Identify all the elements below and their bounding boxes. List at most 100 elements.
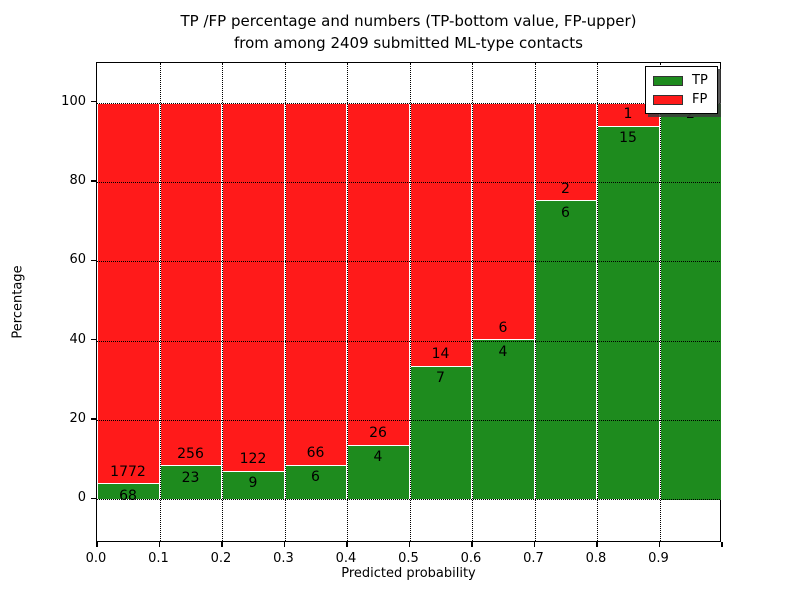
- v-gridline-0.8: [597, 63, 598, 541]
- plot-area: 17726825623122966626414764261152: [96, 62, 722, 542]
- tp-count-label: 4: [373, 449, 383, 466]
- y-tick-mark: [91, 338, 96, 341]
- x-tick-label-0.0: 0.0: [85, 551, 107, 566]
- y-tick-mark: [91, 418, 96, 420]
- fp-count-label: 122: [239, 451, 267, 468]
- stacked-bar-0.0-0.1: [97, 102, 160, 500]
- stacked-bar-0.3-0.4: [284, 102, 347, 500]
- fp-segment: [410, 103, 471, 367]
- tp-count-label: 4: [498, 343, 508, 360]
- x-tick-label-0.2: 0.2: [210, 551, 232, 566]
- tp-segment: [285, 465, 346, 499]
- tp-segment: [160, 466, 221, 499]
- fp-segment: [535, 103, 596, 202]
- stacked-bar-0.2-0.3: [222, 102, 285, 500]
- fp-count-label: 6: [498, 319, 508, 336]
- fp-segment: [285, 103, 346, 466]
- h-gridline-20: [97, 420, 720, 422]
- y-tick-label-40: 40: [69, 331, 86, 347]
- y-tick-mark: [91, 497, 96, 500]
- fp-count-label: 66: [306, 445, 325, 462]
- legend: TP FP: [645, 66, 718, 114]
- fp-segment: [348, 103, 409, 446]
- tp-legend-swatch: [653, 75, 683, 86]
- y-tick-mark: [91, 100, 96, 103]
- stacked-bar-0.5-0.6: [409, 102, 472, 500]
- x-axis-label: Predicted probability: [341, 566, 476, 581]
- legend-row-fp: FP: [653, 90, 708, 109]
- x-tick-mark: [408, 542, 410, 547]
- fp-segment: [160, 103, 221, 467]
- x-tick-mark: [471, 542, 473, 547]
- x-tick-mark: [533, 542, 535, 547]
- x-tick-mark: [96, 542, 98, 547]
- stacked-bar-0.1-0.2: [159, 102, 222, 500]
- tp-segment: [535, 201, 596, 499]
- tp-legend-label: TP: [692, 73, 708, 88]
- stacked-bar-0.9-1.0: [659, 102, 722, 501]
- h-gridline-80: [97, 182, 720, 183]
- tp-segment: [473, 340, 534, 499]
- tp-count-label: 6: [311, 469, 320, 486]
- v-gridline-0.5: [409, 63, 411, 541]
- x-tick-label-0.7: 0.7: [523, 551, 544, 566]
- fp-segment: [598, 103, 659, 127]
- tp-count-label: 15: [619, 130, 637, 147]
- x-tick-label-0.5: 0.5: [398, 551, 419, 566]
- h-gridline-100: [97, 102, 720, 104]
- chart-title-line2: from among 2409 submitted ML-type contac…: [234, 34, 583, 52]
- tp-segment: [410, 366, 471, 499]
- x-tick-mark: [721, 542, 723, 547]
- tp-segment: [660, 103, 721, 501]
- tp-count-label: 6: [561, 204, 570, 221]
- x-tick-mark: [283, 542, 285, 547]
- x-tick-mark: [158, 542, 160, 547]
- h-gridline-40: [97, 340, 720, 342]
- fp-count-label: 256: [177, 445, 204, 462]
- v-gridline-0.1: [159, 63, 161, 541]
- stacked-bar-0.6-0.7: [472, 102, 535, 500]
- fp-count-label: 26: [369, 425, 387, 442]
- fp-count-label: 1772: [110, 463, 146, 480]
- y-tick-mark: [91, 259, 96, 262]
- tp-segment: [98, 484, 159, 499]
- y-tick-label-60: 60: [69, 252, 86, 268]
- v-gridline-0.2: [222, 63, 223, 541]
- y-tick-label-80: 80: [69, 173, 86, 188]
- fp-segment: [223, 103, 284, 472]
- stacked-bar-0.7-0.8: [534, 102, 597, 500]
- tp-segment: [348, 445, 409, 499]
- v-gridline-0.9: [659, 63, 661, 541]
- stacked-bar-0.8-0.9: [597, 102, 660, 500]
- v-gridline-0.3: [284, 63, 286, 541]
- x-tick-mark: [596, 542, 598, 547]
- y-tick-label-0: 0: [77, 490, 86, 506]
- tp-segment: [223, 471, 284, 499]
- x-tick-mark: [346, 542, 348, 547]
- fp-legend-swatch: [653, 94, 683, 105]
- tp-count-label: 68: [119, 487, 137, 504]
- y-axis-label: Percentage: [10, 265, 26, 339]
- v-gridline-0.4: [347, 63, 348, 541]
- chart-title-line1: TP /FP percentage and numbers (TP-bottom…: [180, 12, 637, 30]
- tp-count-label: 23: [181, 469, 200, 486]
- h-gridline-0: [97, 499, 720, 501]
- x-tick-label-0.3: 0.3: [273, 551, 294, 566]
- fp-segment: [98, 103, 159, 485]
- y-tick-label-20: 20: [69, 411, 86, 427]
- fp-legend-label: FP: [692, 92, 708, 107]
- x-tick-mark: [221, 542, 223, 547]
- x-tick-label-0.1: 0.1: [148, 551, 169, 566]
- stacked-bar-0.4-0.5: [347, 102, 410, 500]
- h-gridline-60: [97, 261, 720, 263]
- x-tick-label-0.6: 0.6: [460, 551, 482, 566]
- x-tick-label-0.8: 0.8: [585, 551, 607, 566]
- tp-count-label: 9: [248, 475, 258, 492]
- fp-count-label: 1: [623, 106, 633, 123]
- x-tick-label-0.4: 0.4: [335, 551, 357, 566]
- x-tick-label-0.9: 0.9: [648, 551, 669, 566]
- y-tick-label-100: 100: [61, 93, 86, 109]
- y-tick-mark: [91, 180, 96, 182]
- fp-count-label: 2: [561, 180, 570, 197]
